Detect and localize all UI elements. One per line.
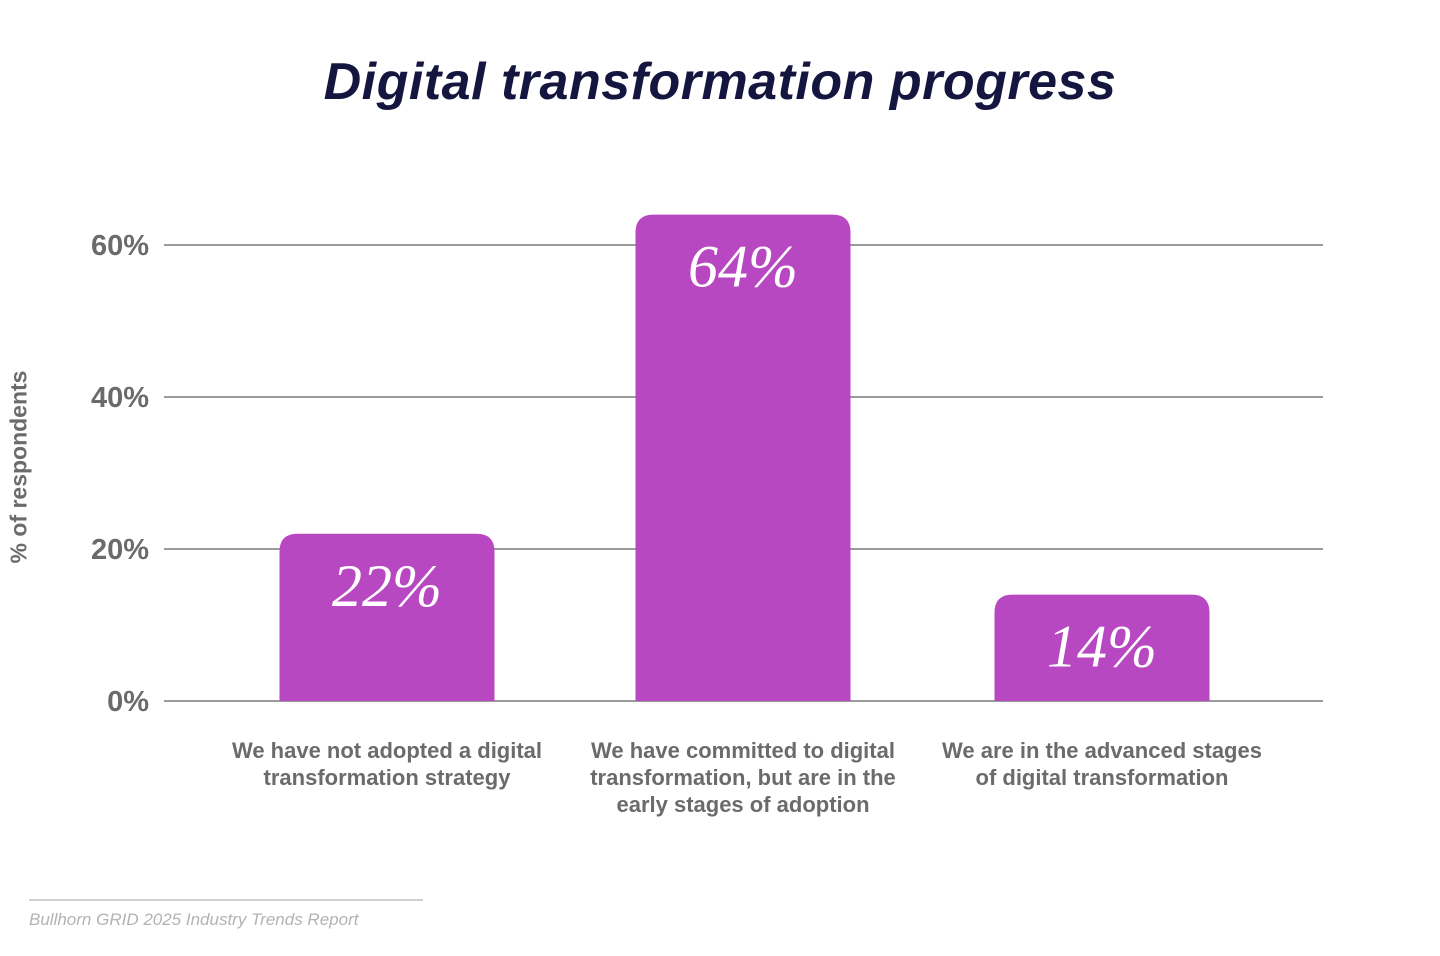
category-label: We have not adopted a digital transforma… xyxy=(231,738,543,790)
bar-value-label: 22% xyxy=(332,553,442,619)
source-note: Bullhorn GRID 2025 Industry Trends Repor… xyxy=(29,910,359,929)
bars xyxy=(279,214,1210,701)
chart-title: Digital transformation progress xyxy=(323,53,1117,111)
y-tick-label: 20% xyxy=(91,534,149,566)
y-tick-label: 60% xyxy=(91,230,149,262)
category-label: We have committed to digital transformat… xyxy=(590,738,896,817)
bar-value-label: 64% xyxy=(688,234,798,300)
y-ticks: 0% 20% 40% 60% xyxy=(91,230,149,718)
y-tick-label: 40% xyxy=(91,382,149,414)
bar-3 xyxy=(994,594,1210,701)
bar-2 xyxy=(635,214,851,701)
source-divider xyxy=(29,899,423,901)
bar-value-labels: 22% 64% 14% xyxy=(332,234,1157,680)
bar-chart: 0% 20% 40% 60% 22% 64% 14% xyxy=(91,214,1323,718)
y-tick-label: 0% xyxy=(107,686,149,718)
category-label: We are in the advanced stages of digital… xyxy=(942,738,1262,790)
bar-value-label: 14% xyxy=(1047,614,1157,680)
bar-1 xyxy=(279,533,495,701)
